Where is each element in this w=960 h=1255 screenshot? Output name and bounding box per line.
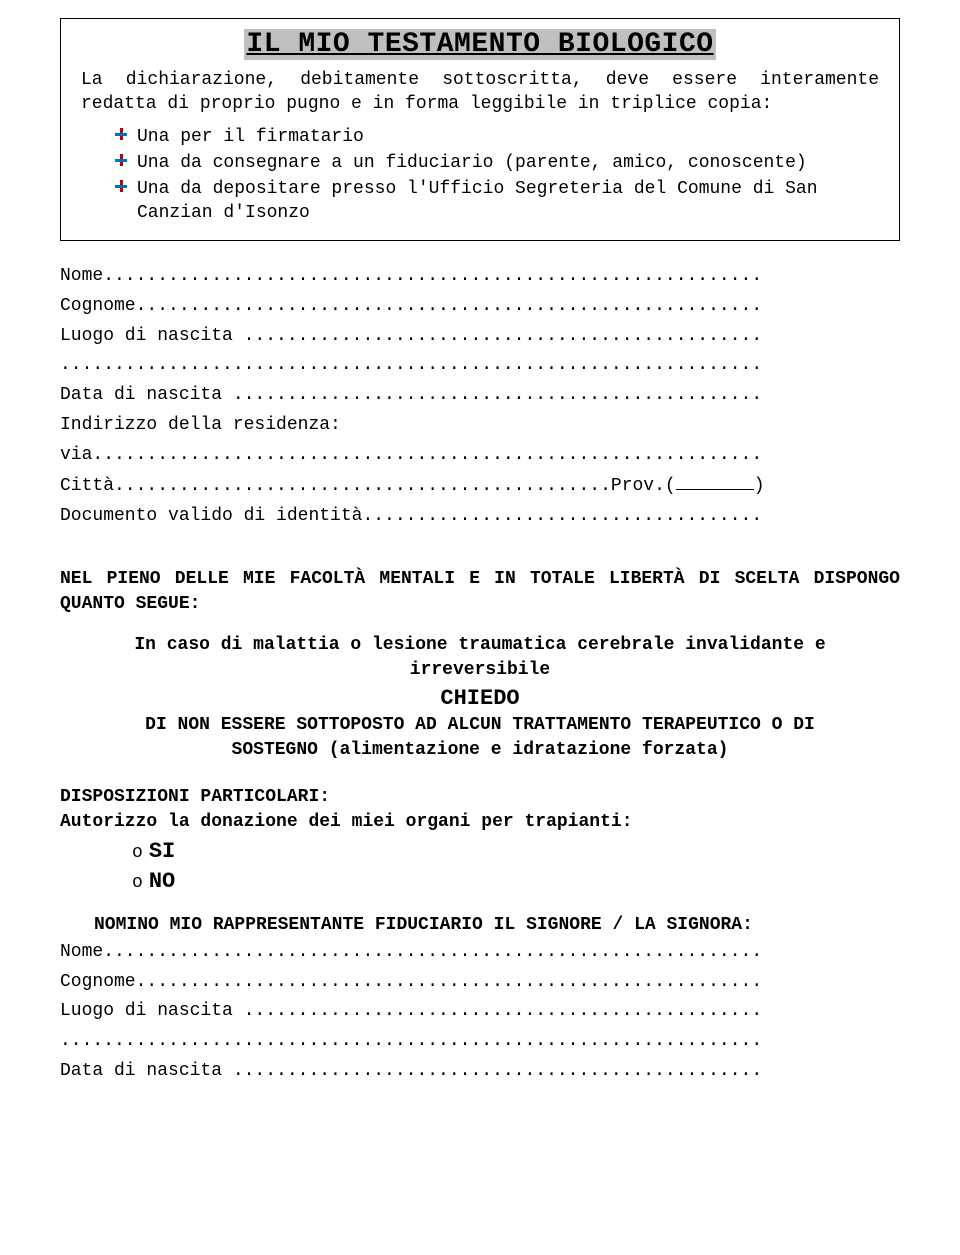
case-line-2: irreversibile [60, 658, 900, 683]
dispositions-subtitle: Autorizzo la donazione dei miei organi p… [60, 810, 900, 835]
bullet-list: Una per il firmatario Una da consegnare … [81, 125, 879, 226]
request-line-2: SOSTEGNO (alimentazione e idratazione fo… [60, 738, 900, 763]
field-cognome: Cognome.................................… [60, 293, 900, 321]
option-label: NO [149, 869, 175, 894]
header-box: IL MIO TESTAMENTO BIOLOGICO La dichiaraz… [60, 18, 900, 241]
field-data-nascita: Data di nascita ........................… [60, 382, 900, 410]
organ-donation-options: o SI o NO [60, 837, 900, 896]
chiedo-heading: CHIEDO [60, 686, 900, 711]
bullet-text: Una da depositare presso l'Ufficio Segre… [137, 179, 818, 223]
declaration-heading: NEL PIENO DELLE MIE FACOLTÀ MENTALI E IN… [60, 567, 900, 617]
option-marker: o [132, 843, 143, 863]
field-citta-pre: Città...................................… [60, 476, 676, 496]
title-wrap: IL MIO TESTAMENTO BIOLOGICO [81, 29, 879, 60]
case-line-1: In caso di malattia o lesione traumatica… [60, 633, 900, 658]
personal-fields: Nome....................................… [60, 263, 900, 531]
dispositions-title: DISPOSIZIONI PARTICOLARI: [60, 785, 900, 810]
bullet-text: Una per il firmatario [137, 127, 364, 147]
request-line-1: DI NON ESSERE SOTTOPOSTO AD ALCUN TRATTA… [60, 713, 900, 738]
field-luogo-nascita: Luogo di nascita .......................… [60, 323, 900, 351]
nominee-fields: Nome....................................… [60, 939, 900, 1086]
nominee-data: Data di nascita ........................… [60, 1058, 900, 1086]
field-indirizzo-label: Indirizzo della residenza: [60, 412, 900, 440]
field-citta-post: ) [754, 476, 765, 496]
option-label: SI [149, 839, 175, 864]
prov-blank [676, 472, 754, 490]
bullet-item: Una per il firmatario [115, 125, 879, 149]
bullet-plus-icon [115, 154, 127, 166]
bullet-item: Una da consegnare a un fiduciario (paren… [115, 151, 879, 175]
nominee-cognome: Cognome.................................… [60, 969, 900, 997]
option-si[interactable]: o SI [132, 837, 900, 867]
document-title: IL MIO TESTAMENTO BIOLOGICO [244, 29, 715, 60]
bullet-item: Una da depositare presso l'Ufficio Segre… [115, 177, 879, 226]
nominee-heading: NOMINO MIO RAPPRESENTANTE FIDUCIARIO IL … [60, 915, 900, 935]
nominee-luogo: Luogo di nascita .......................… [60, 998, 900, 1026]
option-no[interactable]: o NO [132, 867, 900, 897]
option-marker: o [132, 873, 143, 893]
nominee-nome: Nome....................................… [60, 939, 900, 967]
intro-text: La dichiarazione, debitamente sottoscrit… [81, 68, 879, 117]
nominee-luogo-cont: ........................................… [60, 1028, 900, 1056]
field-luogo-nascita-cont: ........................................… [60, 352, 900, 380]
bullet-plus-icon [115, 128, 127, 140]
field-citta-prov: Città...................................… [60, 472, 900, 501]
document-page: IL MIO TESTAMENTO BIOLOGICO La dichiaraz… [0, 0, 960, 1128]
field-nome: Nome....................................… [60, 263, 900, 291]
spacer [60, 617, 900, 633]
field-via: via.....................................… [60, 442, 900, 470]
field-documento: Documento valido di identità............… [60, 503, 900, 531]
bullet-text: Una da consegnare a un fiduciario (paren… [137, 153, 807, 173]
bullet-plus-icon [115, 180, 127, 192]
